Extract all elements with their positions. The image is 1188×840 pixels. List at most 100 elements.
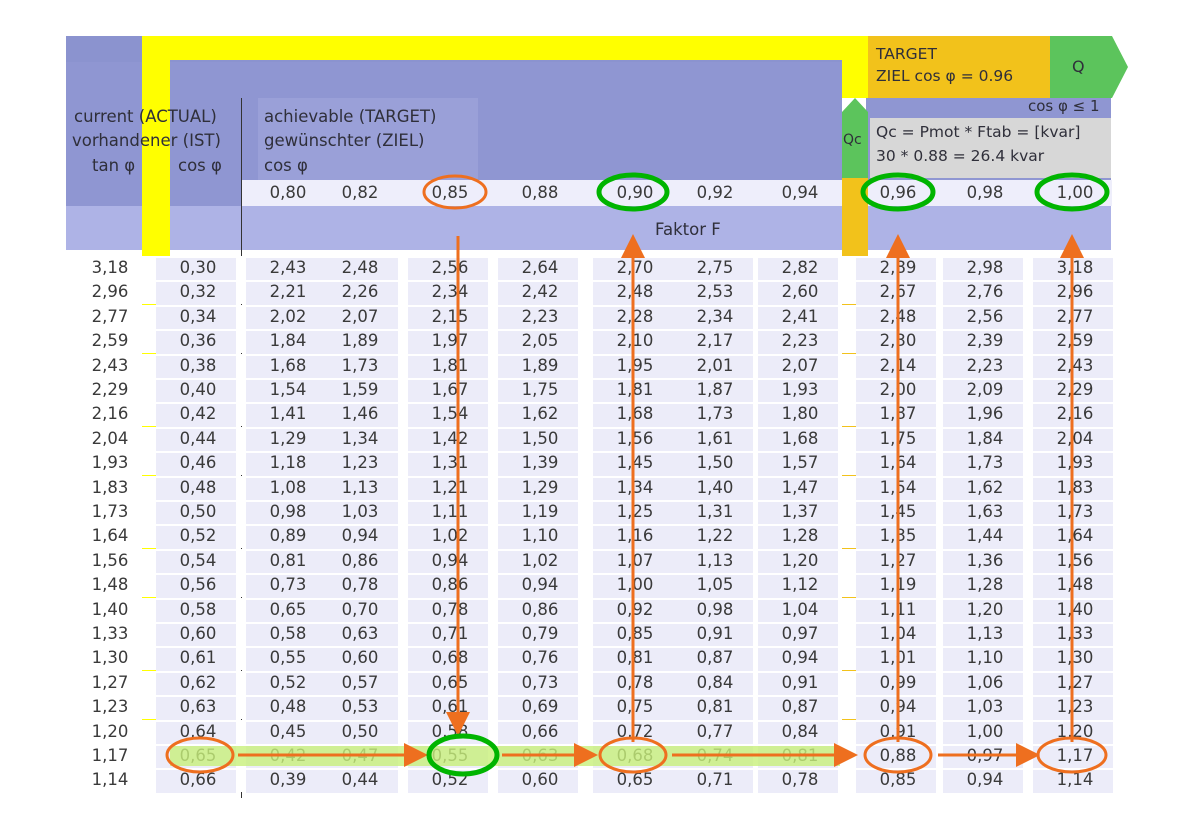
factor-cell: 0,57 <box>341 672 379 692</box>
factor-cell: 1,03 <box>341 502 379 521</box>
table-row <box>66 573 1111 598</box>
tan-cell: 2,04 <box>91 428 129 448</box>
factor-cell: 1,16 <box>616 526 654 546</box>
faktor-label: Faktor F <box>655 220 721 239</box>
actual-header-line1: current (ACTUAL) <box>74 107 217 126</box>
factor-cell: 1,68 <box>616 404 654 424</box>
factor-cell: 0,72 <box>616 721 654 741</box>
factor-cell: 2,01 <box>696 355 734 375</box>
factor-cell: 1,02 <box>521 550 559 570</box>
table-row <box>66 329 1111 354</box>
factor-cell: 0,85 <box>879 770 917 790</box>
factor-cell: 1,04 <box>781 599 819 619</box>
factor-cell: 0,84 <box>781 721 819 741</box>
factor-cell: 1,63 <box>966 502 1004 521</box>
table-row <box>66 719 1111 744</box>
factor-cell: 0,97 <box>781 624 819 643</box>
factor-cell: 1,40 <box>696 477 734 497</box>
cos-cell: 0,44 <box>179 428 217 448</box>
cos-cell: 0,54 <box>179 550 217 570</box>
factor-cell: 1,50 <box>696 453 734 473</box>
factor-cell: 2,23 <box>966 355 1004 375</box>
highlight-ellipse <box>596 172 670 212</box>
factor-cell: 2,75 <box>696 258 734 277</box>
tan-cell: 1,30 <box>91 648 129 668</box>
column-header-value: 0,98 <box>966 183 1004 202</box>
factor-cell: 2,77 <box>1056 306 1094 326</box>
factor-cell: 0,86 <box>341 550 379 570</box>
factor-cell: 1,44 <box>966 526 1004 546</box>
factor-cell: 0,89 <box>269 526 307 546</box>
cos-cell: 0,46 <box>179 453 217 473</box>
q-arrow-icon <box>1050 36 1128 98</box>
tan-cell: 2,96 <box>91 282 129 302</box>
factor-cell: 1,33 <box>1056 624 1094 643</box>
tan-cell: 1,23 <box>91 697 129 717</box>
factor-cell: 2,02 <box>269 306 307 326</box>
tan-cell: 1,83 <box>91 477 129 497</box>
factor-cell: 1,73 <box>966 453 1004 473</box>
factor-cell: 1,10 <box>966 648 1004 668</box>
factor-cell: 2,10 <box>616 331 654 351</box>
highlight-ellipse <box>1036 736 1108 774</box>
table-row <box>66 768 1111 793</box>
table-row <box>66 622 1111 646</box>
factor-cell: 0,87 <box>781 697 819 717</box>
factor-cell: 2,04 <box>1056 428 1094 448</box>
tan-cell: 1,64 <box>91 526 129 546</box>
table-row <box>66 646 1111 671</box>
factor-cell: 0,73 <box>269 575 307 595</box>
table-row <box>66 280 1111 305</box>
factor-cell: 1,39 <box>521 453 559 473</box>
factor-cell: 1,83 <box>1056 477 1094 497</box>
factor-cell: 1,75 <box>521 380 559 399</box>
factor-cell: 2,39 <box>966 331 1004 351</box>
highlight-ellipse <box>426 733 500 777</box>
factor-cell: 1,37 <box>781 502 819 521</box>
qc-label: Qc <box>843 132 862 148</box>
yellow-frame-top <box>142 36 868 60</box>
factor-cell: 1,81 <box>616 380 654 399</box>
factor-cell: 0,55 <box>269 648 307 668</box>
factor-cell: 0,63 <box>341 624 379 643</box>
target-title: TARGET <box>876 45 937 63</box>
factor-cell: 1,20 <box>1056 721 1094 741</box>
table-row <box>66 670 1111 695</box>
factor-cell: 1,00 <box>966 721 1004 741</box>
target-header-line3: cos φ <box>264 156 308 175</box>
cos-cell: 0,30 <box>179 258 217 277</box>
cos-cell: 0,42 <box>179 404 217 424</box>
column-header-value: 1,00 <box>1056 183 1094 202</box>
factor-cell: 0,91 <box>696 624 734 643</box>
factor-cell: 1,08 <box>269 477 307 497</box>
factor-cell: 0,86 <box>521 599 559 619</box>
cos-cell: 0,60 <box>179 624 217 643</box>
factor-cell: 0,81 <box>269 550 307 570</box>
tan-cell: 2,77 <box>91 306 129 326</box>
factor-cell: 1,13 <box>696 550 734 570</box>
tan-cell: 2,59 <box>91 331 129 351</box>
factor-cell: 1,36 <box>966 550 1004 570</box>
factor-cell: 2,43 <box>1056 355 1094 375</box>
factor-cell: 0,53 <box>341 697 379 717</box>
tan-cell: 1,56 <box>91 550 129 570</box>
factor-cell: 1,84 <box>269 331 307 351</box>
factor-cell: 0,94 <box>521 575 559 595</box>
factor-cell: 0,50 <box>341 721 379 741</box>
table-row <box>66 402 1111 427</box>
factor-cell: 1,62 <box>521 404 559 424</box>
tan-cell: 2,43 <box>91 355 129 375</box>
table-row <box>66 524 1111 549</box>
tan-cell: 2,16 <box>91 404 129 424</box>
table-row <box>66 451 1111 476</box>
factor-cell: 0,73 <box>521 672 559 692</box>
cos-cell: 0,63 <box>179 697 217 717</box>
q-label: Q <box>1072 57 1085 76</box>
target-cos-value: ZIEL cos φ = 0.96 <box>876 67 1014 85</box>
cos-cell: 0,62 <box>179 672 217 692</box>
factor-cell: 0,77 <box>696 721 734 741</box>
factor-cell: 2,41 <box>781 306 819 326</box>
factor-cell: 1,89 <box>341 331 379 351</box>
cos-cell: 0,52 <box>179 526 217 546</box>
